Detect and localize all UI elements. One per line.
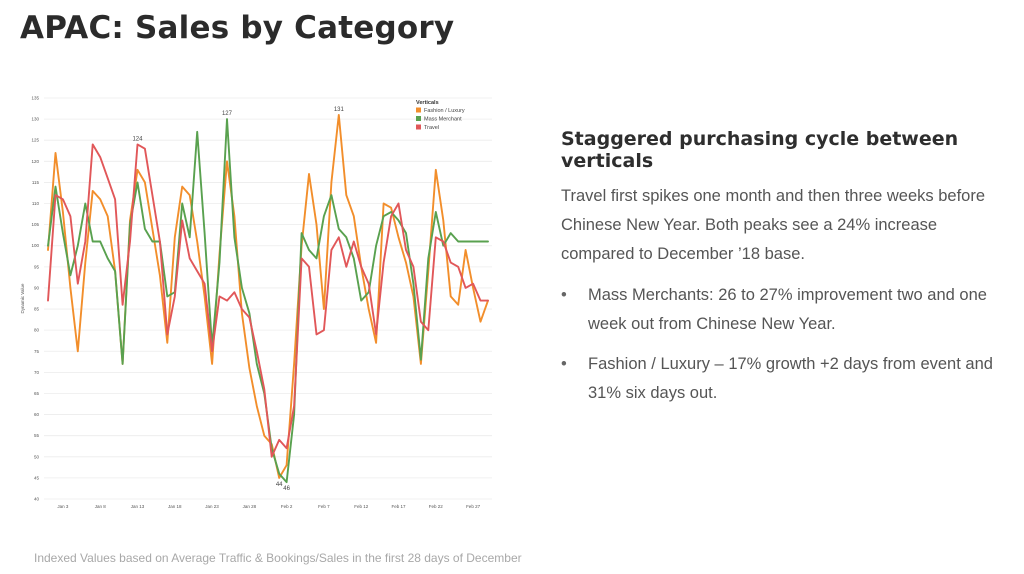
y-tick-label: 65 [34, 391, 40, 396]
y-tick-label: 105 [31, 222, 39, 227]
y-tick-label: 120 [31, 159, 39, 164]
y-tick-label: 45 [34, 475, 40, 480]
insight-paragraph: Travel first spikes one month and then t… [561, 187, 986, 263]
legend-swatch [416, 116, 421, 121]
y-tick-label: 100 [31, 243, 39, 248]
y-axis-label: Dynamic Value [20, 283, 25, 313]
y-tick-label: 95 [34, 264, 40, 269]
data-label: 131 [334, 107, 345, 113]
x-tick-label: Jan 23 [205, 504, 219, 509]
x-tick-label: Feb 7 [318, 504, 330, 509]
x-tick-label: Feb 2 [281, 504, 293, 509]
x-tick-label: Feb 22 [429, 504, 444, 509]
x-tick-label: Feb 17 [392, 504, 407, 509]
y-tick-label: 50 [34, 454, 40, 459]
legend-title: Verticals [416, 100, 439, 106]
legend-label: Mass Merchant [424, 117, 462, 123]
data-label: 46 [283, 486, 290, 492]
x-tick-label: Jan 3 [57, 504, 69, 509]
y-tick-label: 115 [32, 180, 40, 185]
y-tick-label: 75 [34, 349, 40, 354]
y-tick-label: 135 [31, 96, 39, 101]
x-tick-label: Jan 13 [131, 504, 145, 509]
y-tick-label: 90 [34, 285, 40, 290]
y-tick-label: 55 [34, 433, 40, 438]
slide-title: APAC: Sales by Category [20, 10, 455, 46]
insight-bullets: Mass Merchants: 26 to 27% improvement tw… [561, 281, 1001, 408]
legend-label: Travel [424, 125, 439, 131]
y-tick-label: 70 [34, 370, 40, 375]
insight-heading: Staggered purchasing cycle between verti… [561, 128, 959, 172]
data-label: 44 [276, 482, 283, 488]
series-line-travel [47, 143, 489, 458]
x-tick-label: Jan 8 [95, 504, 107, 509]
y-tick-label: 40 [34, 497, 40, 502]
insight-bullet: Fashion / Luxury – 17% growth +2 days fr… [561, 350, 1001, 408]
insight-panel: Staggered purchasing cycle between verti… [561, 128, 1001, 419]
y-tick-label: 60 [34, 412, 40, 417]
legend-label: Fashion / Luxury [424, 108, 465, 114]
x-tick-label: Feb 12 [354, 504, 369, 509]
y-tick-label: 80 [34, 328, 40, 333]
y-tick-label: 125 [31, 138, 39, 143]
y-tick-label: 85 [34, 307, 40, 312]
footnote: Indexed Values based on Average Traffic … [34, 551, 522, 565]
y-tick-label: 110 [32, 201, 40, 206]
x-tick-label: Jan 28 [243, 504, 257, 509]
data-label: 127 [222, 111, 233, 117]
data-label: 124 [132, 136, 143, 142]
y-tick-label: 130 [31, 117, 39, 122]
x-tick-label: Feb 27 [466, 504, 481, 509]
legend-swatch [416, 124, 421, 130]
x-tick-label: Jan 18 [168, 504, 182, 509]
legend-swatch [416, 107, 421, 113]
insight-bullet: Mass Merchants: 26 to 27% improvement tw… [561, 281, 1001, 339]
